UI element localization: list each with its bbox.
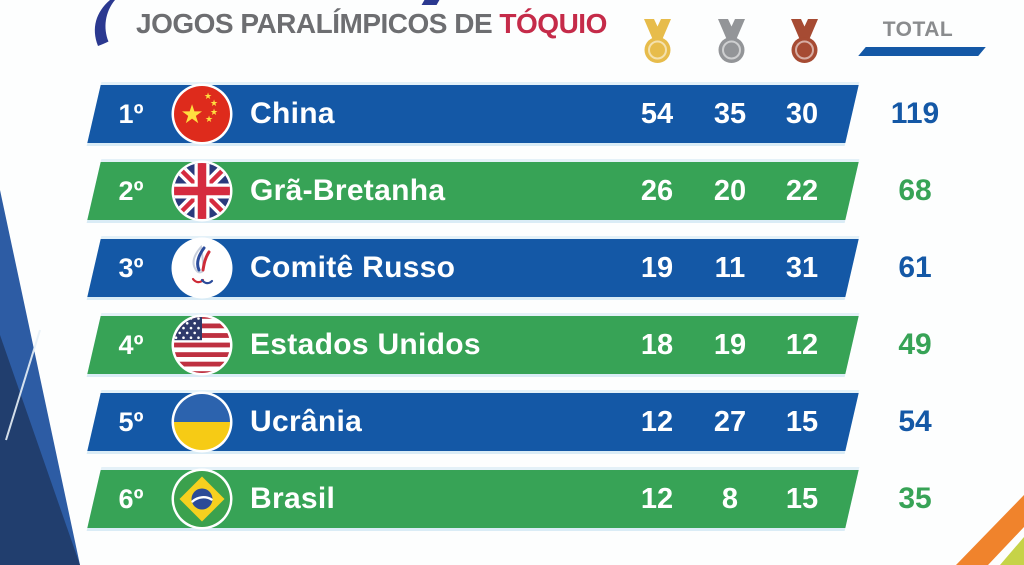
bronze-count: 31 (785, 252, 819, 284)
gold-count: 19 (640, 252, 674, 284)
rank-label: 1º (118, 99, 144, 129)
rank-label: 6º (118, 484, 144, 514)
bronze-count: 22 (785, 175, 819, 207)
gold-count: 12 (640, 483, 674, 515)
total-underline (858, 47, 986, 56)
page-title: JOGOS PARALÍMPICOS DE TÓQUIO (136, 8, 607, 40)
total-column-header: TOTAL (882, 18, 954, 41)
table-row: 3º Comitê Russo (0, 237, 1024, 299)
page-title-highlight: TÓQUIO (499, 8, 607, 39)
gold-count: 12 (640, 406, 674, 438)
page-title-prefix: JOGOS PARALÍMPICOS DE (136, 8, 500, 39)
row-content: 3º Comitê Russo (0, 237, 1024, 299)
gold-count: 18 (640, 329, 674, 361)
silver-count: 20 (713, 175, 747, 207)
svg-text:★: ★ (180, 99, 203, 129)
row-content: 6º Brasil 12 8 (0, 468, 1024, 530)
bronze-count: 12 (785, 329, 819, 361)
row-content: 2º (0, 160, 1024, 222)
country-name: Comitê Russo (250, 251, 456, 284)
total-count: 54 (898, 405, 932, 438)
bronze-count: 30 (785, 98, 819, 130)
table-row: 4º (0, 314, 1024, 376)
silver-medal-icon (713, 18, 749, 64)
table-row: 5º Ucrânia (0, 391, 1024, 453)
total-count: 68 (898, 174, 932, 207)
country-name: Grã-Bretanha (250, 174, 446, 207)
total-count: 35 (898, 482, 932, 515)
total-count: 119 (890, 97, 940, 130)
silver-count: 27 (713, 406, 747, 438)
gold-count: 54 (640, 98, 674, 130)
gold-count: 26 (640, 175, 674, 207)
silver-count: 8 (721, 483, 739, 515)
country-flag-icon (171, 237, 233, 299)
rank-label: 2º (118, 176, 144, 206)
country-name: Ucrânia (250, 405, 363, 438)
total-count: 61 (898, 251, 932, 284)
table-row: 2º (0, 160, 1024, 222)
country-name: Brasil (250, 482, 336, 515)
country-flag-icon (171, 391, 233, 453)
country-name: China (250, 97, 335, 130)
row-content: 5º Ucrânia (0, 391, 1024, 453)
country-name: Estados Unidos (250, 328, 481, 361)
country-flag-icon (171, 160, 233, 222)
svg-text:★: ★ (210, 107, 218, 117)
logo-swoosh-shape (94, 0, 115, 46)
gold-medal-icon (639, 18, 675, 64)
decorative-sliver (421, 0, 440, 5)
decorative-wedge (0, 190, 80, 565)
row-content: 4º (0, 314, 1024, 376)
row-content: 1º ★ ★ ★ ★ ★ (0, 83, 1024, 145)
silver-count: 19 (713, 329, 747, 361)
silver-count: 35 (713, 98, 747, 130)
rank-label: 3º (118, 253, 144, 283)
rank-label: 4º (118, 330, 144, 360)
country-flag-icon: ★ ★ ★ ★ ★ (171, 83, 233, 145)
country-flag-icon (171, 314, 233, 376)
table-row: 6º Brasil 12 8 (0, 468, 1024, 530)
rank-label: 5º (118, 407, 144, 437)
country-flag-icon (171, 468, 233, 530)
svg-text:★: ★ (205, 114, 213, 124)
table-row: 1º ★ ★ ★ ★ ★ (0, 83, 1024, 145)
svg-text:★: ★ (204, 91, 212, 101)
total-count: 49 (898, 328, 932, 361)
svg-text:★: ★ (210, 98, 218, 108)
decorative-corner-stripes (956, 495, 1024, 565)
bronze-count: 15 (785, 483, 819, 515)
bronze-medal-icon (786, 18, 822, 64)
bronze-count: 15 (785, 406, 819, 438)
silver-count: 11 (714, 252, 746, 284)
